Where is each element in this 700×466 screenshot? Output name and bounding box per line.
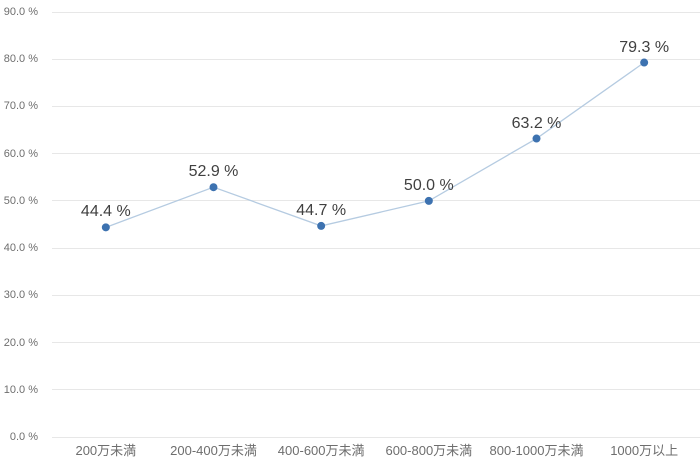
y-tick-label: 60.0 % (3, 147, 38, 160)
y-tick-label: 20.0 % (3, 336, 38, 349)
y-tick-label: 10.0 % (3, 383, 38, 396)
data-point-label: 79.3 % (619, 38, 670, 56)
data-point-label: 44.7 % (296, 201, 347, 219)
series-line (105, 61, 645, 228)
data-point-label: 63.2 % (511, 114, 562, 132)
y-tick-label: 30.0 % (3, 289, 38, 302)
x-axis-label: 800-1000万未満 (489, 443, 584, 458)
y-tick-label: 80.0 % (3, 53, 38, 66)
x-axis-label: 400-600万未満 (277, 443, 365, 458)
x-axis-label: 200-400万未満 (170, 443, 257, 458)
data-point-label: 44.4 % (80, 203, 131, 221)
data-point-marker (101, 223, 110, 232)
data-point-marker (317, 221, 326, 230)
data-point-label: 52.9 % (188, 163, 239, 181)
y-tick-label: 50.0 % (3, 194, 38, 207)
x-axis-label: 200万未満 (75, 443, 137, 458)
data-point-marker (532, 134, 541, 143)
y-tick-label: 90.0 % (3, 6, 38, 18)
y-tick-label: 40.0 % (3, 242, 38, 255)
data-point-label: 50.0 % (403, 176, 454, 194)
x-axis-label: 600-800万未満 (385, 443, 473, 458)
data-point-marker (424, 196, 433, 205)
y-tick-label: 70.0 % (3, 100, 38, 113)
x-axis-label: 1000万以上 (610, 443, 679, 458)
data-point-marker (640, 58, 649, 67)
data-point-marker (209, 183, 218, 192)
y-tick-label: 0.0 % (9, 431, 38, 443)
